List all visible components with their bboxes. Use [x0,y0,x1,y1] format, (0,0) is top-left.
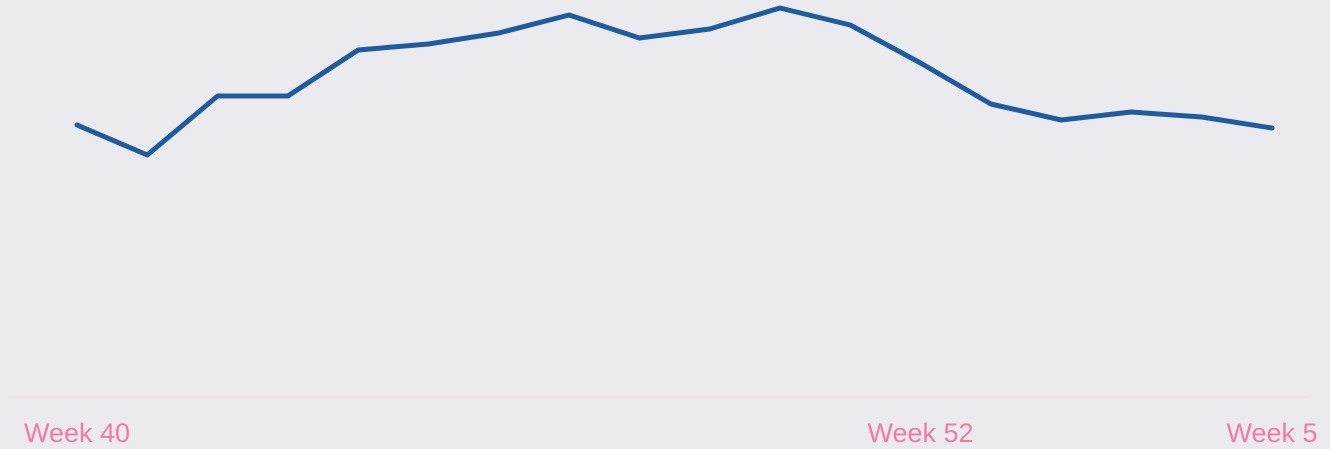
x-tick-label: Week 40 [24,418,130,448]
x-tick-label: Week 52 [867,418,973,448]
x-tick-label: Week 5 [1226,418,1317,448]
data-line [74,5,1275,158]
